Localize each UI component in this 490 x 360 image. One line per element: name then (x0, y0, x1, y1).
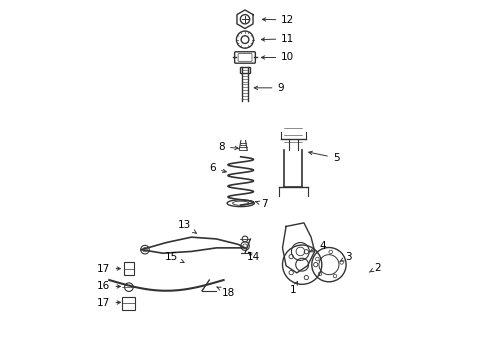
Text: 17: 17 (98, 298, 121, 308)
Text: 17: 17 (98, 264, 121, 274)
Text: 7: 7 (256, 199, 268, 209)
Text: 6: 6 (210, 163, 226, 173)
Text: 14: 14 (247, 252, 261, 262)
Text: 10: 10 (261, 53, 294, 63)
Text: 2: 2 (369, 262, 381, 273)
Text: 9: 9 (254, 83, 284, 93)
Bar (122, 297, 135, 310)
Text: 18: 18 (217, 287, 236, 298)
Text: 13: 13 (178, 220, 196, 233)
Text: 12: 12 (263, 15, 294, 25)
Text: 4: 4 (310, 241, 326, 252)
Text: 1: 1 (290, 282, 297, 295)
Text: 3: 3 (340, 252, 352, 262)
Text: 16: 16 (98, 282, 121, 292)
Text: 11: 11 (261, 34, 294, 44)
Bar (240, 67, 250, 73)
Bar (123, 262, 134, 275)
Text: 15: 15 (165, 252, 184, 262)
Text: 5: 5 (309, 151, 340, 163)
Text: 8: 8 (219, 142, 238, 152)
